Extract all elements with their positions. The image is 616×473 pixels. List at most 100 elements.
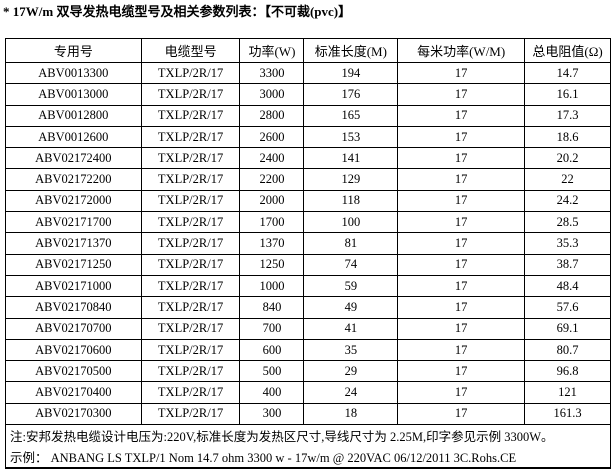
table-cell: 81 — [303, 232, 399, 255]
table-cell: TXLP/2R/17 — [140, 104, 241, 127]
table-cell: ABV02170300 — [5, 402, 142, 426]
table-cell: 16.1 — [524, 83, 611, 106]
table-cell: 165 — [303, 104, 399, 127]
table-cell: 17 — [397, 125, 526, 149]
table-cell: 35 — [303, 338, 399, 362]
table-cell: 118 — [303, 189, 399, 213]
table-row: ABV0012600 TXLP/2R/17 2600 153 17 18.6 — [5, 125, 611, 149]
table-row: ABV02171370 TXLP/2R/17 1370 81 17 35.3 — [5, 232, 611, 255]
table-cell: ABV02172000 — [5, 189, 142, 213]
table-cell: TXLP/2R/17 — [140, 232, 241, 255]
table-row: ABV02171700 TXLP/2R/17 1700 100 17 28.5 — [5, 211, 611, 234]
column-header: 总电阻值(Ω) — [524, 38, 611, 63]
table-row: ABV02170300 TXLP/2R/17 300 18 17 161.3 — [5, 402, 611, 426]
table-cell: ABV0012600 — [5, 125, 142, 149]
table-cell: ABV02171000 — [5, 274, 142, 298]
table-cell: 121 — [524, 381, 611, 404]
table-cell: 1250 — [239, 253, 305, 276]
table-cell: 74 — [303, 253, 399, 276]
table-row: ABV02171000 TXLP/2R/17 1000 59 17 48.4 — [5, 274, 611, 298]
table-cell: TXLP/2R/17 — [140, 147, 241, 170]
table-cell: 700 — [239, 317, 305, 340]
table-row: ABV02170840 TXLP/2R/17 840 49 17 57.6 — [5, 296, 611, 319]
table-cell: ABV02170840 — [5, 296, 142, 319]
design-note: 注:安邦发热电缆设计电压为:220V,标准长度为发热区尺寸,导线尺寸为 2.25… — [5, 424, 611, 447]
table-cell: ABV02170400 — [5, 381, 142, 404]
table-cell: 2000 — [239, 189, 305, 213]
table-cell: 57.6 — [524, 296, 611, 319]
table-cell: TXLP/2R/17 — [140, 338, 241, 362]
table-cell: 2800 — [239, 104, 305, 127]
table-cell: 3000 — [239, 83, 305, 106]
column-header: 每米功率(W/M) — [397, 38, 526, 63]
table-cell: 69.1 — [524, 317, 611, 340]
table-cell: 161.3 — [524, 402, 611, 426]
table-cell: 17.3 — [524, 104, 611, 127]
print-example: 示例： ANBANG LS TXLP/1 Nom 14.7 ohm 3300 w… — [5, 446, 611, 470]
table-cell: 24 — [303, 381, 399, 404]
table-cell: 17 — [397, 83, 526, 106]
table-cell: 41 — [303, 317, 399, 340]
table-cell: ABV02172200 — [5, 168, 142, 191]
table-cell: 17 — [397, 274, 526, 298]
table-cell: ABV0012800 — [5, 104, 142, 127]
table-row: ABV02172000 TXLP/2R/17 2000 118 17 24.2 — [5, 189, 611, 213]
table-cell: 1700 — [239, 211, 305, 234]
table-cell: TXLP/2R/17 — [140, 360, 241, 383]
table-cell: ABV02171370 — [5, 232, 142, 255]
table-row: ABV0013000 TXLP/2R/17 3000 176 17 16.1 — [5, 83, 611, 106]
table-cell: 17 — [397, 296, 526, 319]
table-cell: 300 — [239, 402, 305, 426]
table-cell: TXLP/2R/17 — [140, 211, 241, 234]
table-cell: 18 — [303, 402, 399, 426]
table-cell: 17 — [397, 402, 526, 426]
table-cell: TXLP/2R/17 — [140, 83, 241, 106]
table-cell: ABV02171700 — [5, 211, 142, 234]
table-cell: 176 — [303, 83, 399, 106]
table-cell: ABV02170500 — [5, 360, 142, 383]
table-cell: 17 — [397, 189, 526, 213]
table-cell: ABV0013000 — [5, 83, 142, 106]
table-cell: 100 — [303, 211, 399, 234]
table-cell: 17 — [397, 168, 526, 191]
table-cell: 24.2 — [524, 189, 611, 213]
table-cell: 48.4 — [524, 274, 611, 298]
table-cell: 17 — [397, 360, 526, 383]
table-row: ABV0013300 TXLP/2R/17 3300 194 17 14.7 — [5, 61, 611, 85]
table-cell: TXLP/2R/17 — [140, 274, 241, 298]
table-cell: 18.6 — [524, 125, 611, 149]
table-cell: 29 — [303, 360, 399, 383]
table-cell: 2600 — [239, 125, 305, 149]
table-row: ABV02170700 TXLP/2R/17 700 41 17 69.1 — [5, 317, 611, 340]
table-row: ABV02172200 TXLP/2R/17 2200 129 17 22 — [5, 168, 611, 191]
column-header: 标准长度(M) — [303, 38, 399, 63]
column-header: 电缆型号 — [140, 38, 241, 63]
table-row: ABV02170400 TXLP/2R/17 400 24 17 121 — [5, 381, 611, 404]
table-cell: 17 — [397, 61, 526, 85]
table-cell: TXLP/2R/17 — [140, 381, 241, 404]
table-cell: ABV0013300 — [5, 61, 142, 85]
table-cell: TXLP/2R/17 — [140, 296, 241, 319]
table-cell: 17 — [397, 338, 526, 362]
table-cell: 35.3 — [524, 232, 611, 255]
table-cell: 14.7 — [524, 61, 611, 85]
table-cell: 194 — [303, 61, 399, 85]
table-cell: 17 — [397, 147, 526, 170]
table-cell: TXLP/2R/17 — [140, 402, 241, 426]
table-row: ABV02170500 TXLP/2R/17 500 29 17 96.8 — [5, 360, 611, 383]
page-title: * 17W/m 双导发热电缆型号及相关参数列表：【不可裁(pvc)】 — [3, 4, 352, 19]
table-row: ABV0012800 TXLP/2R/17 2800 165 17 17.3 — [5, 104, 611, 127]
table-cell: 38.7 — [524, 253, 611, 276]
table-cell: 17 — [397, 211, 526, 234]
header-row: 专用号 电缆型号 功率(W) 标准长度(M) 每米功率(W/M) 总电阻值(Ω) — [5, 38, 611, 63]
table-cell: 28.5 — [524, 211, 611, 234]
table-cell: TXLP/2R/17 — [140, 125, 241, 149]
table-cell: 2200 — [239, 168, 305, 191]
table-cell: 3300 — [239, 61, 305, 85]
table-cell: 22 — [524, 168, 611, 191]
table-cell: TXLP/2R/17 — [140, 61, 241, 85]
table-cell: ABV02171250 — [5, 253, 142, 276]
table-cell: TXLP/2R/17 — [140, 317, 241, 340]
table-cell: 20.2 — [524, 147, 611, 170]
table-row: ABV02170600 TXLP/2R/17 600 35 17 80.7 — [5, 338, 611, 362]
